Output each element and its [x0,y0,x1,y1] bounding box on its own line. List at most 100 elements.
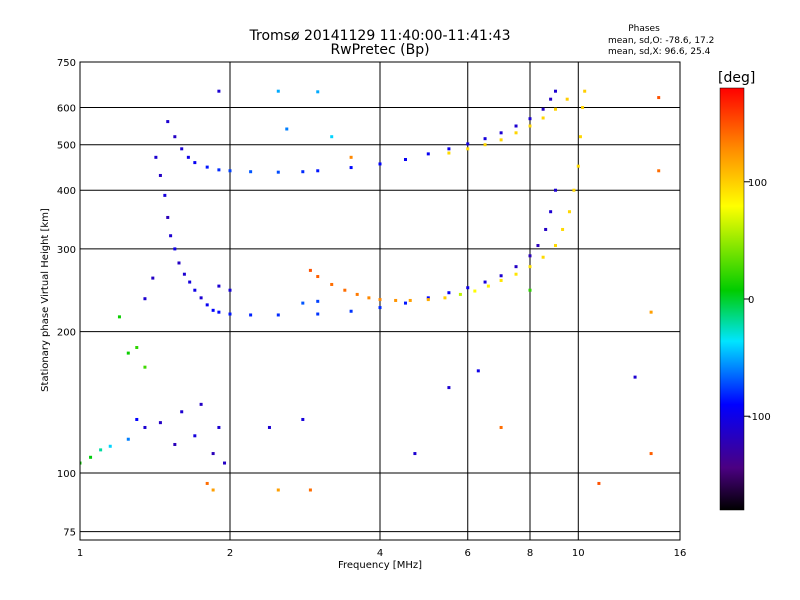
data-point [473,289,477,293]
data-point [330,282,334,286]
x-tick-label: 4 [377,548,383,559]
data-point [528,288,532,292]
x-tick-label: 16 [674,548,687,559]
data-point [316,90,320,94]
data-point [553,188,557,192]
data-point [499,425,503,429]
data-point [561,227,565,231]
data-point [205,481,209,485]
x-tick-label: 10 [572,548,585,559]
data-point [158,421,162,425]
data-point [166,120,170,124]
data-point [581,106,585,110]
data-point [316,169,320,173]
colorbar-ticks: 100 0 -100 [744,178,771,423]
data-point [657,96,661,100]
y-tick-label: 750 [57,58,76,69]
data-point [483,280,487,284]
data-point [553,244,557,248]
data-point [367,296,371,300]
data-point [458,292,462,296]
data-point [173,442,177,446]
data-point [249,313,253,317]
data-point [217,168,221,172]
y-tick-label: 400 [57,186,76,197]
data-point [316,312,320,316]
data-point [301,301,305,305]
data-point [217,284,221,288]
y-tick-label: 200 [57,328,76,339]
data-point [528,254,532,258]
data-point [143,365,147,369]
data-point [151,276,155,280]
data-point [177,261,181,265]
data-point [126,437,130,441]
data-point [403,158,407,162]
data-point [483,143,487,147]
colorbar [719,87,745,511]
data-point [633,375,637,379]
data-point [528,117,532,121]
data-point [276,89,280,93]
y-tick-label: 75 [63,528,76,539]
data-point [228,288,232,292]
data-point [217,89,221,93]
data-point [499,278,503,282]
data-points [80,89,661,492]
data-point [578,135,582,139]
data-point [466,142,470,146]
data-point [466,147,470,151]
data-point [349,309,353,313]
data-point [499,138,503,142]
data-point [553,107,557,111]
data-point [180,147,184,151]
x-tick-label: 8 [527,548,533,559]
data-point [528,124,532,128]
data-point [211,488,215,492]
data-point [572,188,576,192]
data-point [528,265,532,269]
data-point [378,162,382,166]
data-point [541,107,545,111]
data-point [267,425,271,429]
colorbar-tick-label: 100 [748,178,767,189]
data-point [205,165,209,169]
data-point [447,147,451,151]
plot-frame [79,61,681,541]
data-point [193,288,197,292]
stats-line-x: mean, sd,X: 96.6, 25.4 [608,47,711,57]
data-point [217,425,221,429]
data-point [308,268,312,272]
data-point [426,298,430,302]
data-point [276,170,280,174]
data-point [249,170,253,174]
data-point [80,461,82,465]
data-point [447,291,451,295]
data-point [514,272,518,276]
data-point [447,151,451,155]
data-point [408,298,412,302]
data-point [466,286,470,290]
data-point [166,215,170,219]
y-tick-label: 500 [57,141,76,152]
data-point [583,89,587,93]
data-point [117,315,121,319]
data-point [188,280,192,284]
data-point [549,97,553,101]
data-point [447,386,451,390]
data-point [576,164,580,168]
data-point [349,166,353,170]
data-point [597,481,601,485]
data-point [514,124,518,128]
data-point [567,210,571,214]
data-point [426,296,430,300]
y-axis-label: Stationary phase Virtual Height [km] [40,208,51,392]
data-point [413,452,417,456]
colorbar-tick-label: 0 [748,295,754,306]
data-point [135,417,139,421]
data-point [330,135,334,139]
data-point [89,455,93,459]
chart-title: Tromsø 20141129 11:40:00-11:41:43 [249,28,511,44]
data-point [99,448,103,452]
data-point [285,127,289,131]
